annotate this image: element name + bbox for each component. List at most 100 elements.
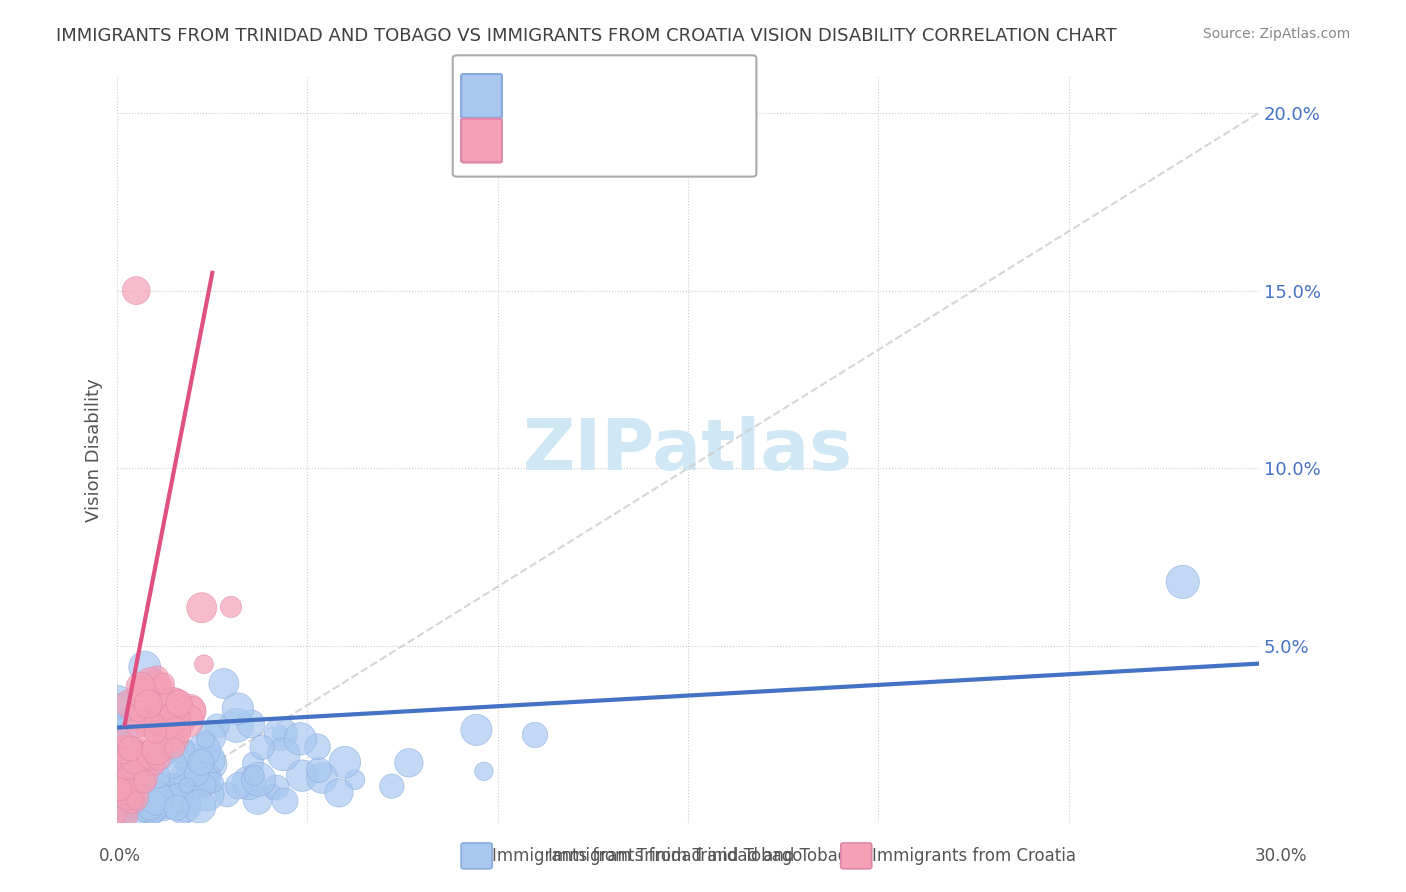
Point: [176, 749, 198, 764]
Point: [228, 779, 250, 793]
Point: [262, 785, 284, 799]
Point: [163, 710, 186, 724]
Point: [180, 778, 202, 792]
Point: [201, 757, 224, 772]
Point: [139, 755, 162, 769]
Point: [120, 741, 142, 756]
Point: [141, 799, 163, 814]
Point: [174, 799, 197, 814]
Text: ZIPatlas: ZIPatlas: [523, 416, 853, 485]
Point: [143, 711, 166, 725]
Text: Source: ZipAtlas.com: Source: ZipAtlas.com: [1202, 27, 1350, 41]
Point: [184, 786, 207, 800]
Point: [200, 731, 222, 745]
Point: [217, 788, 239, 802]
Point: [162, 697, 184, 711]
Point: [181, 792, 204, 806]
Point: [132, 708, 155, 723]
Point: [127, 798, 149, 813]
Point: [172, 744, 194, 758]
Point: [142, 796, 165, 810]
Y-axis label: Vision Disability: Vision Disability: [86, 378, 103, 523]
Text: Immigrants from Trinidad and Tobago: Immigrants from Trinidad and Tobago: [548, 847, 858, 865]
Text: Immigrants from Croatia: Immigrants from Croatia: [872, 847, 1076, 865]
Point: [150, 747, 173, 762]
Point: [134, 774, 156, 789]
Point: [219, 599, 242, 614]
Point: [176, 778, 198, 792]
Point: [134, 660, 156, 674]
Point: [188, 799, 211, 814]
Point: [270, 727, 292, 741]
Point: [274, 794, 297, 808]
Point: [121, 789, 143, 804]
Point: [307, 739, 329, 754]
Point: [243, 768, 266, 782]
Point: [124, 794, 146, 808]
Point: [108, 783, 131, 797]
Point: [163, 741, 186, 756]
Point: [112, 731, 135, 745]
Point: [124, 789, 146, 804]
Point: [141, 698, 163, 712]
Point: [148, 750, 170, 764]
Point: [465, 723, 488, 737]
Point: [291, 769, 314, 783]
Point: [117, 763, 139, 777]
Point: [190, 756, 212, 770]
Point: [242, 756, 264, 770]
Point: [381, 779, 404, 793]
Point: [114, 746, 136, 760]
Point: [524, 728, 547, 742]
Text: R = 0.268   N = 110: R = 0.268 N = 110: [506, 76, 703, 94]
Point: [176, 714, 198, 728]
Point: [191, 772, 214, 786]
Point: [193, 778, 215, 792]
Point: [107, 693, 129, 707]
Point: [139, 706, 162, 720]
Point: [159, 698, 181, 713]
Point: [190, 600, 212, 615]
Point: [143, 795, 166, 809]
Point: [269, 726, 291, 740]
Point: [124, 778, 146, 792]
Point: [155, 731, 177, 746]
Point: [145, 791, 167, 805]
Point: [112, 763, 135, 777]
Point: [170, 719, 193, 733]
Point: [118, 790, 141, 805]
Point: [117, 697, 139, 711]
Point: [238, 776, 260, 790]
Point: [156, 714, 179, 729]
Point: [179, 783, 201, 797]
Text: 30.0%: 30.0%: [1256, 847, 1308, 865]
Point: [111, 714, 134, 728]
Point: [328, 786, 350, 800]
Point: [121, 789, 143, 804]
Point: [398, 756, 420, 770]
Point: [148, 749, 170, 764]
Point: [166, 801, 188, 815]
Point: [129, 680, 152, 694]
Point: [111, 808, 134, 822]
Point: [194, 771, 217, 785]
Point: [134, 723, 156, 737]
Point: [131, 739, 153, 754]
Point: [125, 750, 148, 764]
Point: [124, 756, 146, 770]
Point: [143, 758, 166, 772]
Point: [114, 798, 136, 813]
Text: IMMIGRANTS FROM TRINIDAD AND TOBAGO VS IMMIGRANTS FROM CROATIA VISION DISABILITY: IMMIGRANTS FROM TRINIDAD AND TOBAGO VS I…: [56, 27, 1116, 45]
Point: [141, 723, 163, 738]
Point: [146, 774, 169, 789]
Point: [115, 794, 138, 808]
Point: [165, 732, 187, 747]
Point: [165, 781, 187, 796]
Point: [247, 772, 270, 787]
Point: [110, 803, 132, 817]
Point: [197, 753, 219, 767]
Point: [246, 793, 269, 807]
Point: [167, 790, 190, 805]
Point: [343, 772, 366, 787]
Point: [117, 796, 139, 810]
